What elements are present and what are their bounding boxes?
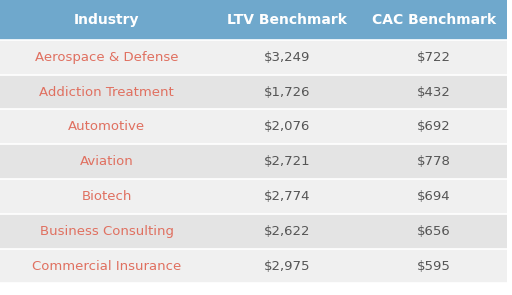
Text: Addiction Treatment: Addiction Treatment xyxy=(39,86,174,99)
Text: Automotive: Automotive xyxy=(68,120,145,133)
Text: $432: $432 xyxy=(417,86,451,99)
Text: $595: $595 xyxy=(417,260,451,273)
Text: $1,726: $1,726 xyxy=(264,86,310,99)
Text: $656: $656 xyxy=(417,225,451,238)
Text: CAC Benchmark: CAC Benchmark xyxy=(372,13,496,27)
Text: $2,774: $2,774 xyxy=(264,190,310,203)
Text: $2,076: $2,076 xyxy=(264,120,310,133)
Text: Commercial Insurance: Commercial Insurance xyxy=(32,260,181,273)
Text: $692: $692 xyxy=(417,120,451,133)
FancyBboxPatch shape xyxy=(0,75,507,109)
FancyBboxPatch shape xyxy=(213,0,360,40)
Text: $722: $722 xyxy=(417,51,451,64)
Text: Biotech: Biotech xyxy=(81,190,132,203)
FancyBboxPatch shape xyxy=(0,179,507,214)
Text: Business Consulting: Business Consulting xyxy=(39,225,174,238)
FancyBboxPatch shape xyxy=(0,214,507,249)
Text: $2,622: $2,622 xyxy=(264,225,310,238)
Text: Aerospace & Defense: Aerospace & Defense xyxy=(35,51,178,64)
Text: LTV Benchmark: LTV Benchmark xyxy=(227,13,347,27)
Text: Industry: Industry xyxy=(74,13,139,27)
Text: $2,975: $2,975 xyxy=(264,260,310,273)
FancyBboxPatch shape xyxy=(0,40,507,75)
FancyBboxPatch shape xyxy=(0,0,213,40)
Text: $2,721: $2,721 xyxy=(263,155,310,168)
FancyBboxPatch shape xyxy=(0,249,507,283)
Text: $778: $778 xyxy=(417,155,451,168)
Text: Aviation: Aviation xyxy=(80,155,134,168)
Text: $694: $694 xyxy=(417,190,451,203)
FancyBboxPatch shape xyxy=(0,144,507,179)
Text: $3,249: $3,249 xyxy=(264,51,310,64)
FancyBboxPatch shape xyxy=(0,109,507,144)
FancyBboxPatch shape xyxy=(360,0,507,40)
